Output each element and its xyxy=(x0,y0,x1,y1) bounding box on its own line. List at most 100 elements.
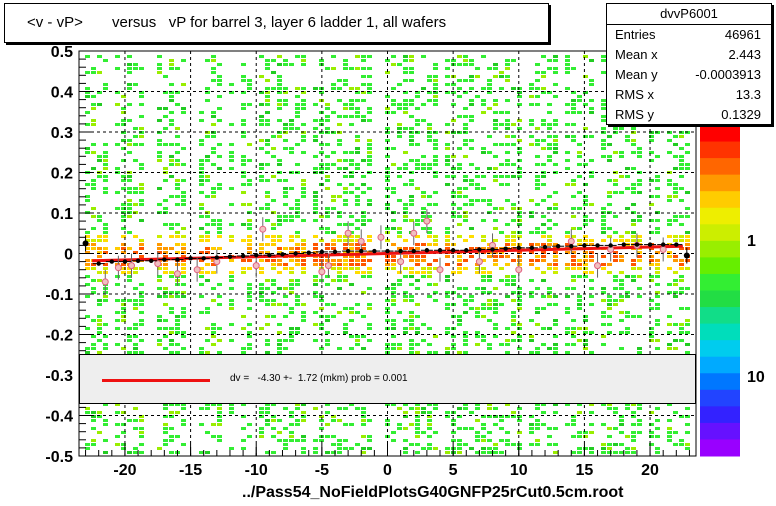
heatmap-cell xyxy=(91,335,96,338)
heatmap-cell xyxy=(673,183,678,186)
heatmap-cell xyxy=(301,311,306,314)
heatmap-cell xyxy=(361,415,366,418)
heatmap-cell xyxy=(343,235,348,238)
heatmap-cell xyxy=(97,155,102,158)
heatmap-cell xyxy=(211,71,216,74)
heatmap-cell xyxy=(205,403,210,406)
heatmap-cell xyxy=(541,307,546,310)
heatmap-cell xyxy=(163,327,168,330)
heatmap-cell xyxy=(121,187,126,190)
heatmap-cell xyxy=(637,431,642,434)
heatmap-cell xyxy=(631,431,636,434)
heatmap-cell xyxy=(229,203,234,206)
heatmap-cell xyxy=(619,319,624,322)
heatmap-cell xyxy=(301,179,306,182)
heatmap-cell xyxy=(511,207,516,210)
heatmap-cell xyxy=(667,235,672,238)
heatmap-cell xyxy=(481,147,486,150)
heatmap-cell xyxy=(247,179,252,182)
heatmap-cell xyxy=(499,111,504,114)
heatmap-cell xyxy=(265,403,270,406)
heatmap-cell xyxy=(409,219,414,222)
heatmap-cell xyxy=(517,263,522,266)
heatmap-cell xyxy=(427,139,432,142)
heatmap-cell xyxy=(607,307,612,310)
heatmap-cell xyxy=(211,403,216,406)
heatmap-cell xyxy=(499,451,504,454)
profile-point xyxy=(149,258,154,263)
colorbar-segment xyxy=(700,439,740,457)
heatmap-cell xyxy=(331,263,336,266)
stats-label: Mean x xyxy=(615,47,658,62)
heatmap-cell xyxy=(553,323,558,326)
heatmap-cell xyxy=(667,323,672,326)
heatmap-cell xyxy=(355,303,360,306)
heatmap-cell xyxy=(457,79,462,82)
heatmap-cell xyxy=(583,55,588,58)
heatmap-cell xyxy=(493,63,498,66)
heatmap-cell xyxy=(397,103,402,106)
heatmap-cell xyxy=(169,331,174,334)
heatmap-cell xyxy=(553,243,558,246)
heatmap-cell xyxy=(481,415,486,418)
profile2-point xyxy=(410,229,418,237)
heatmap-cell xyxy=(217,107,222,110)
heatmap-cell xyxy=(247,287,252,290)
heatmap-cell xyxy=(325,227,330,230)
heatmap-cell xyxy=(541,223,546,226)
heatmap-cell xyxy=(445,295,450,298)
heatmap-cell xyxy=(637,275,642,278)
heatmap-cell xyxy=(391,63,396,66)
heatmap-cell xyxy=(505,235,510,238)
heatmap-cell xyxy=(229,123,234,126)
heatmap-cell xyxy=(163,407,168,410)
heatmap-cell xyxy=(211,191,216,194)
heatmap-cell xyxy=(463,127,468,130)
heatmap-cell xyxy=(583,343,588,346)
heatmap-cell xyxy=(169,91,174,94)
heatmap-cell xyxy=(283,407,288,410)
heatmap-cell xyxy=(529,95,534,98)
heatmap-cell xyxy=(427,243,432,246)
heatmap-cell xyxy=(655,307,660,310)
heatmap-cell xyxy=(541,235,546,238)
heatmap-cell xyxy=(421,207,426,210)
heatmap-cell xyxy=(403,415,408,418)
heatmap-cell xyxy=(133,63,138,66)
heatmap-cell xyxy=(445,75,450,78)
profile2-point xyxy=(357,237,365,245)
heatmap-cell xyxy=(391,323,396,326)
heatmap-cell xyxy=(649,335,654,338)
heatmap-cell xyxy=(343,323,348,326)
heatmap-cell xyxy=(337,419,342,422)
heatmap-cell xyxy=(649,279,654,282)
heatmap-cell xyxy=(589,451,594,454)
heatmap-cell xyxy=(451,335,456,338)
heatmap-cell xyxy=(499,231,504,234)
heatmap-cell xyxy=(127,191,132,194)
heatmap-cell xyxy=(247,323,252,326)
profile2-point xyxy=(594,262,602,270)
heatmap-cell xyxy=(583,431,588,434)
heatmap-cell xyxy=(325,187,330,190)
heatmap-cell xyxy=(571,91,576,94)
heatmap-cell xyxy=(313,219,318,222)
heatmap-cell xyxy=(583,447,588,450)
heatmap-cell xyxy=(301,439,306,442)
heatmap-cell xyxy=(673,219,678,222)
heatmap-cell xyxy=(667,183,672,186)
heatmap-cell xyxy=(301,447,306,450)
heatmap-cell xyxy=(241,203,246,206)
heatmap-cell xyxy=(667,347,672,350)
heatmap-cell xyxy=(685,167,690,170)
heatmap-cell xyxy=(505,283,510,286)
heatmap-cell xyxy=(469,295,474,298)
heatmap-cell xyxy=(91,443,96,446)
heatmap-cell xyxy=(133,299,138,302)
heatmap-cell xyxy=(565,135,570,138)
heatmap-cell xyxy=(157,187,162,190)
heatmap-cell xyxy=(535,255,540,258)
heatmap-cell xyxy=(667,243,672,246)
heatmap-cell xyxy=(481,427,486,430)
heatmap-cell xyxy=(355,227,360,230)
